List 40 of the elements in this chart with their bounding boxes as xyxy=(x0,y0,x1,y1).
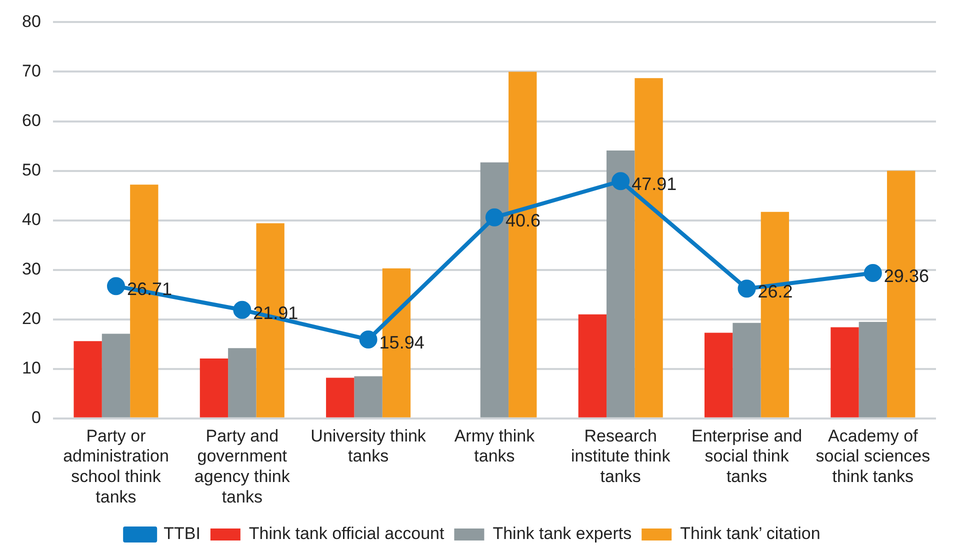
bar xyxy=(102,334,130,418)
x-tick-label: Party or administration school think tanks xyxy=(63,426,169,506)
point xyxy=(106,277,125,296)
legend-label: Think tank experts xyxy=(492,524,632,544)
x-tick-label: Enterprise and social think tanks xyxy=(691,426,802,486)
point xyxy=(864,264,882,282)
x-tick-label: Army think tanks xyxy=(454,426,536,466)
bar xyxy=(200,358,228,418)
bar xyxy=(326,378,354,418)
bar xyxy=(830,327,859,418)
legend-label: TTBI xyxy=(164,524,200,544)
point xyxy=(485,208,504,226)
bar xyxy=(578,314,607,418)
bar xyxy=(354,376,382,418)
y-tick-label: 80 xyxy=(22,12,41,31)
y-tick-label: 30 xyxy=(22,260,41,279)
bar xyxy=(858,322,888,418)
x-tick-label: University think tanks xyxy=(310,426,426,466)
x-tick-label: Research institute think tanks xyxy=(570,426,671,486)
x-tick-label: Academy of social sciences think tanks xyxy=(816,426,930,486)
x-tick-label: Party and government agency think tanks xyxy=(194,426,290,506)
point xyxy=(612,172,630,190)
y-tick-label: 10 xyxy=(22,358,41,378)
legend-label: Think tank official account xyxy=(248,524,444,544)
data-label: 21.91 xyxy=(253,302,298,323)
bar xyxy=(74,341,102,418)
y-tick-label: 50 xyxy=(22,160,41,180)
bar xyxy=(228,348,256,418)
legend-label: Think tank’ citation xyxy=(680,524,820,544)
y-tick-label: 60 xyxy=(22,110,41,130)
bar xyxy=(704,332,733,418)
point xyxy=(233,300,252,319)
y-tick-label: 0 xyxy=(31,408,41,428)
y-tick-label: 70 xyxy=(22,61,41,80)
data-label: 26.71 xyxy=(126,279,172,300)
y-tick-label: 20 xyxy=(22,309,41,328)
bar xyxy=(732,322,761,418)
point xyxy=(738,280,756,298)
y-tick-label: 40 xyxy=(22,210,41,229)
point xyxy=(359,330,378,348)
